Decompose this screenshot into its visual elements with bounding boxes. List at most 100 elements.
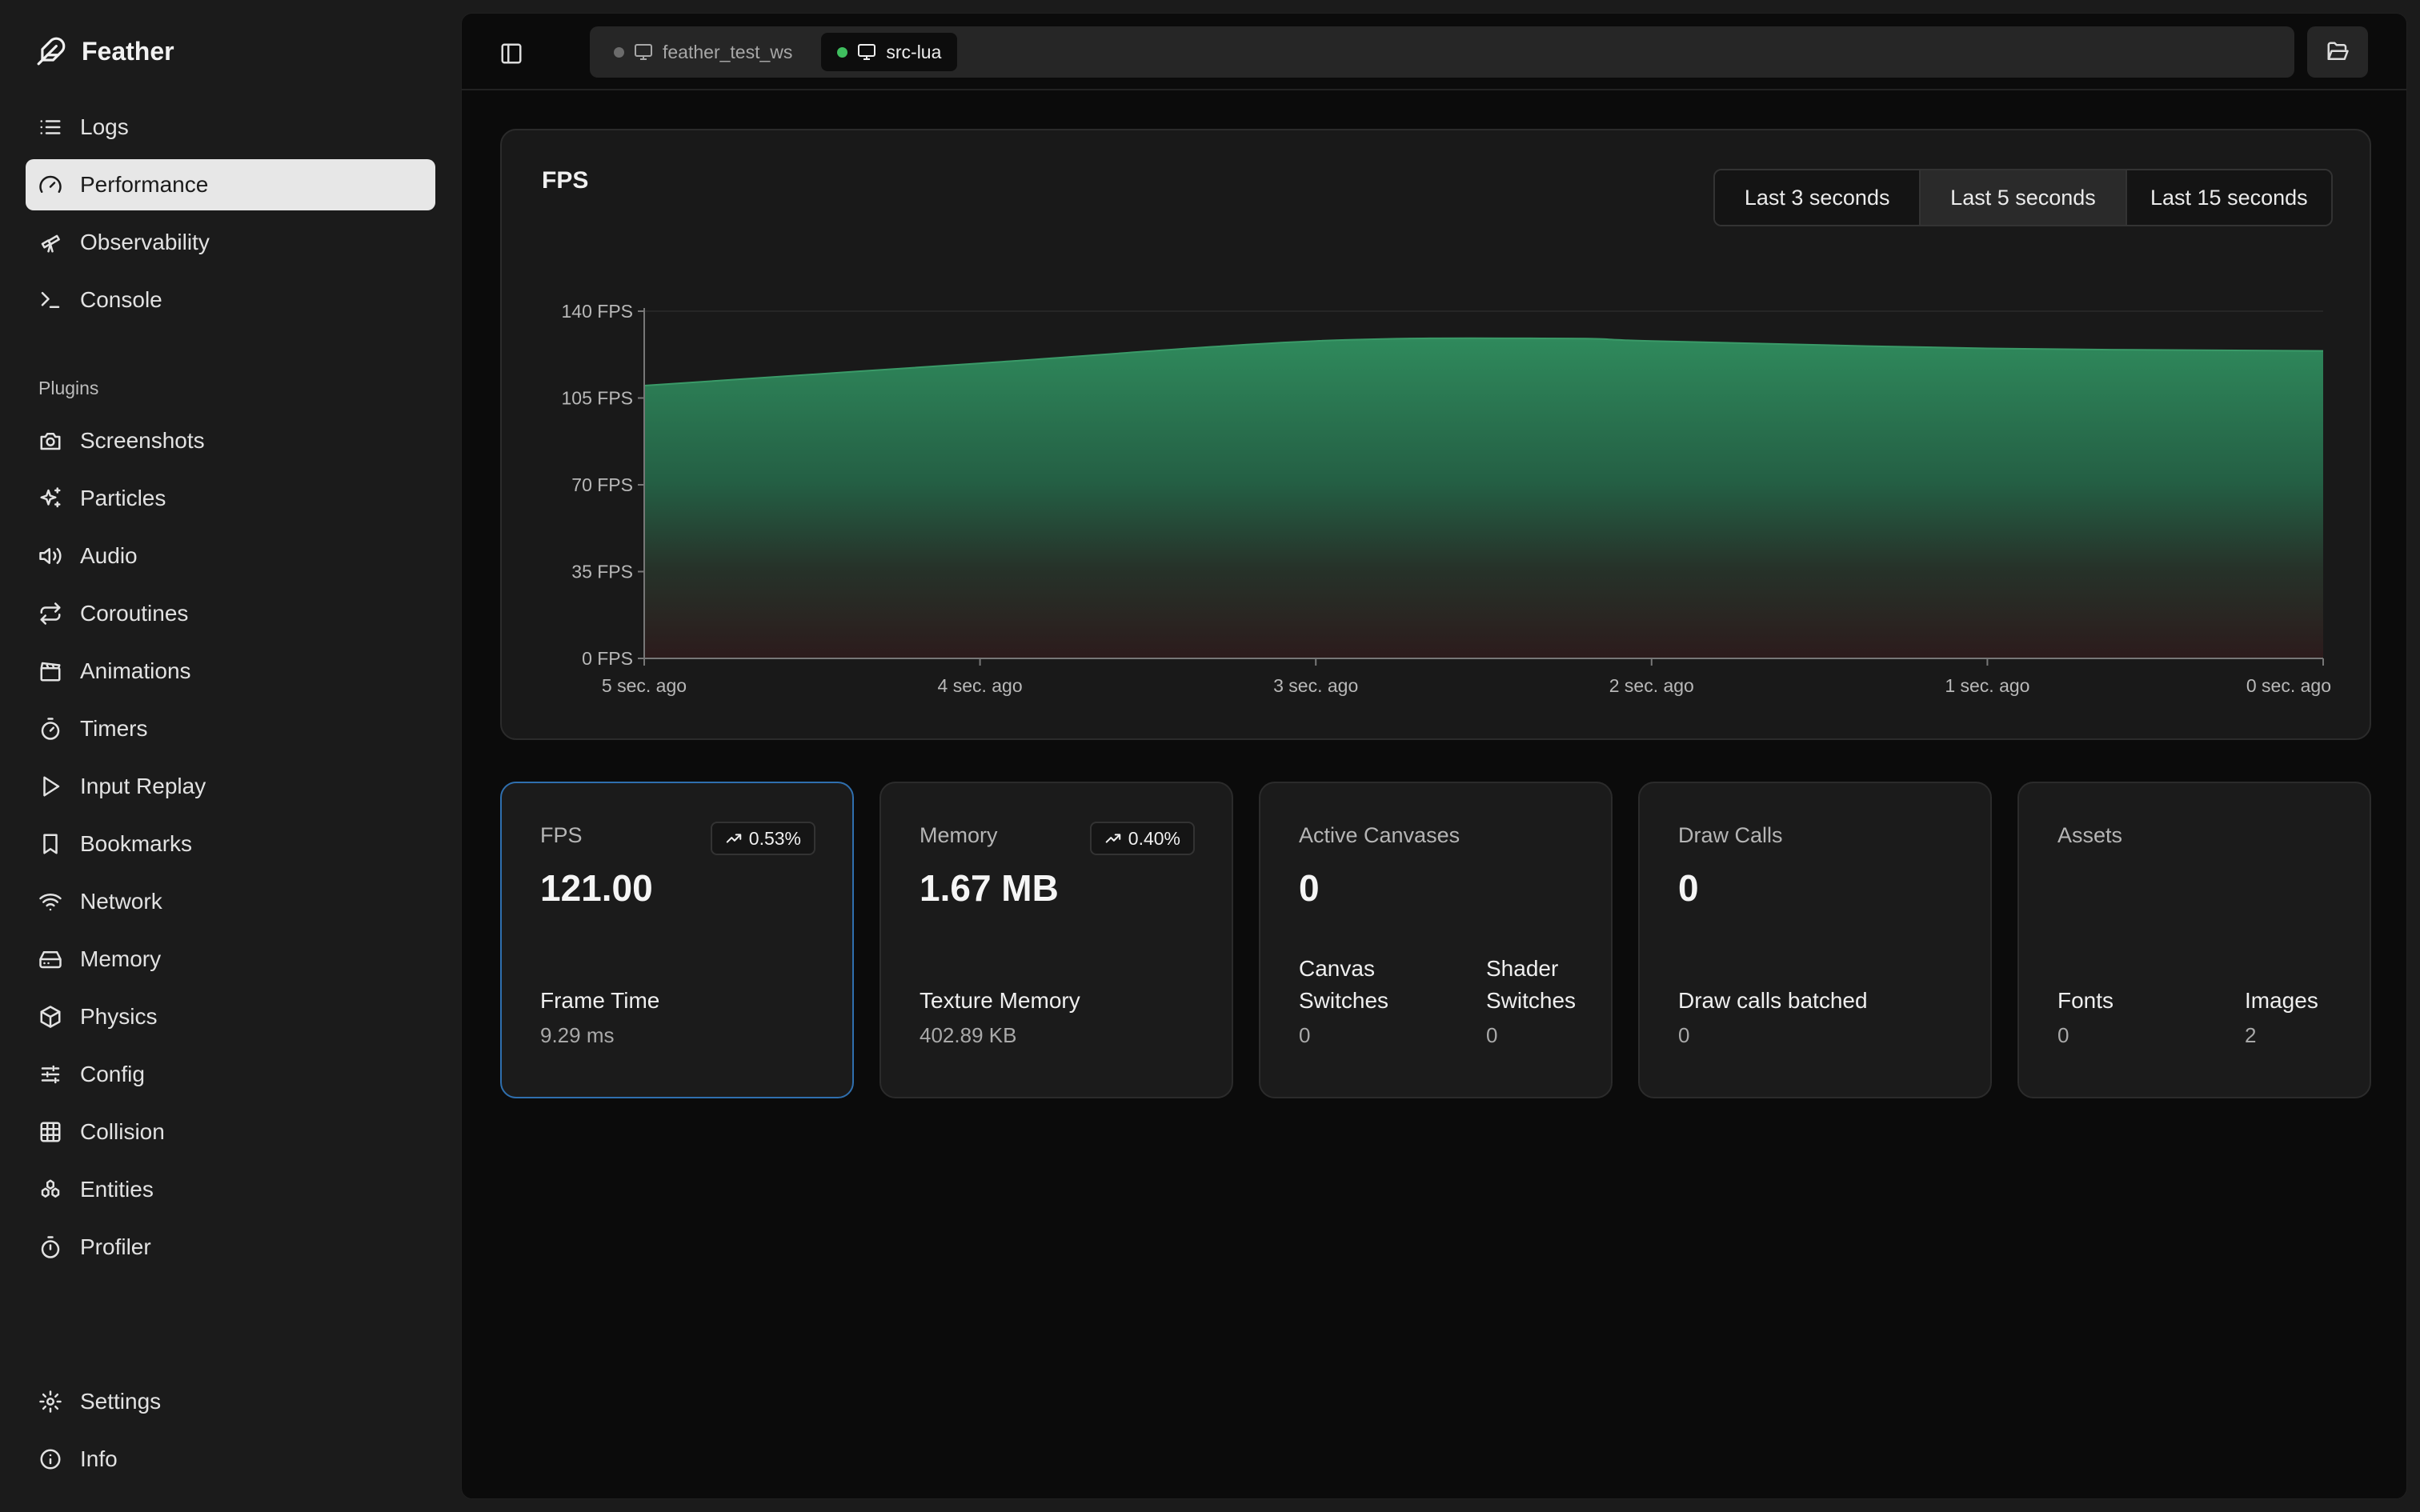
- feather-icon: [35, 35, 67, 67]
- nav-item-timers[interactable]: Timers: [26, 703, 435, 754]
- nav-item-physics[interactable]: Physics: [26, 991, 435, 1042]
- sub-metric: Frame Time 9.29 ms: [540, 985, 659, 1048]
- gear-icon: [37, 1388, 64, 1415]
- nav-item-logs[interactable]: Logs: [26, 102, 435, 153]
- monitor-icon: [635, 44, 652, 60]
- nav-item-memory[interactable]: Memory: [26, 934, 435, 985]
- nav-item-label: Performance: [80, 172, 209, 197]
- stat-card-fps[interactable]: FPS 0.53% 121.00 Frame Time 9.29 ms: [500, 782, 854, 1098]
- range-last-15-seconds[interactable]: Last 15 seconds: [2126, 170, 2331, 225]
- sliders-icon: [37, 1061, 64, 1088]
- nav-item-label: Coroutines: [80, 601, 189, 626]
- trend-badge: 0.53%: [710, 822, 815, 855]
- sub-metric: Shader Switches 0: [1486, 953, 1598, 1048]
- y-tick-label: 35 FPS: [571, 562, 633, 582]
- tab-feather-test-ws[interactable]: feather_test_ws: [598, 33, 808, 71]
- nav-item-screenshots[interactable]: Screenshots: [26, 415, 435, 466]
- hard-drive-icon: [37, 946, 64, 973]
- fps-chart: 0 FPS 35 FPS 70 FPS 105 FPS 140 FPS 5 sec. ag…: [562, 301, 2332, 696]
- x-tick-label: 1 sec. ago: [1945, 675, 2029, 696]
- sub-value: 9.29 ms: [540, 1023, 615, 1047]
- nav-item-observability[interactable]: Observability: [26, 217, 435, 268]
- fps-line: [643, 337, 2324, 386]
- nav-item-label: Particles: [80, 486, 166, 510]
- stat-value: 121.00: [540, 867, 653, 909]
- nav-item-settings[interactable]: Settings: [26, 1376, 435, 1427]
- x-tick-label: 3 sec. ago: [1273, 675, 1358, 696]
- nav-item-label: Network: [80, 889, 162, 914]
- cube-icon: [37, 1003, 64, 1030]
- sub-value: 2: [2245, 1023, 2257, 1047]
- stat-label: Assets: [2057, 823, 2123, 847]
- sub-value: 0: [1299, 1023, 1311, 1047]
- y-tick-label: 105 FPS: [562, 388, 634, 409]
- nav-item-audio[interactable]: Audio: [26, 530, 435, 582]
- terminal-icon: [37, 286, 64, 314]
- tab-src-lua[interactable]: src-lua: [821, 33, 958, 71]
- info-icon: [37, 1446, 64, 1473]
- session-tabs: feather_test_ws src-lua: [590, 26, 2294, 78]
- x-tick-label: 5 sec. ago: [602, 675, 687, 696]
- sub-metric: Texture Memory 402.89 KB: [920, 985, 1080, 1048]
- nav-item-animations[interactable]: Animations: [26, 646, 435, 697]
- folder-open-icon: [2327, 42, 2349, 60]
- plugins-section-label: Plugins: [38, 378, 99, 398]
- sub-value: 0: [1486, 1023, 1498, 1047]
- monitor-icon: [858, 44, 876, 60]
- range-last-3-seconds[interactable]: Last 3 seconds: [1715, 170, 1921, 225]
- status-dot: [614, 46, 624, 58]
- sub-value: 402.89 KB: [920, 1023, 1017, 1047]
- nav-item-coroutines[interactable]: Coroutines: [26, 588, 435, 639]
- stat-label: FPS: [540, 823, 583, 847]
- sub-label: Fonts: [2057, 988, 2114, 1013]
- nav-item-console[interactable]: Console: [26, 274, 435, 326]
- nav-item-profiler[interactable]: Profiler: [26, 1222, 435, 1273]
- trend-value: 0.40%: [1128, 827, 1180, 849]
- nav-item-entities[interactable]: Entities: [26, 1164, 435, 1215]
- stat-label: Memory: [920, 823, 998, 847]
- stat-card-assets[interactable]: Assets Fonts 0 Images 2: [2017, 782, 2371, 1098]
- stat-card-active-canvases[interactable]: Active Canvases 0 Canvas Switches 0 Shad…: [1259, 782, 1613, 1098]
- repeat-icon: [37, 600, 64, 627]
- chart-title: FPS: [542, 167, 589, 194]
- sidebar-toggle-button[interactable]: [494, 36, 529, 71]
- stat-value: 0: [1678, 867, 1699, 909]
- nav-item-label: Entities: [80, 1177, 154, 1202]
- nav-item-label: Console: [80, 287, 162, 312]
- stat-card-draw-calls[interactable]: Draw Calls 0 Draw calls batched 0: [1638, 782, 1992, 1098]
- trending-up-icon: [1105, 834, 1121, 843]
- app-name: Feather: [82, 36, 174, 66]
- x-tick-label: 2 sec. ago: [1609, 675, 1694, 696]
- nav-item-label: Collision: [80, 1119, 165, 1144]
- bookmark-icon: [37, 830, 64, 858]
- nav-item-network[interactable]: Network: [26, 876, 435, 927]
- sub-metric: Draw calls batched 0: [1678, 985, 1868, 1048]
- play-icon: [37, 773, 64, 800]
- open-folder-button[interactable]: [2307, 26, 2368, 78]
- sub-value: 0: [1678, 1023, 1690, 1047]
- sidebar: Feather Logs Performance Observability C…: [0, 0, 461, 1512]
- timer-icon: [37, 715, 64, 742]
- sub-label: Images: [2245, 988, 2318, 1013]
- brand: Feather: [35, 32, 174, 70]
- nav-item-config[interactable]: Config: [26, 1049, 435, 1100]
- nav-item-label: Animations: [80, 658, 191, 683]
- nav-item-label: Logs: [80, 114, 129, 139]
- camera-icon: [37, 427, 64, 454]
- tab-label: src-lua: [886, 41, 942, 62]
- nav-item-particles[interactable]: Particles: [26, 473, 435, 524]
- x-tick-label: 4 sec. ago: [938, 675, 1023, 696]
- nav-item-label: Info: [80, 1446, 118, 1471]
- range-last-5-seconds[interactable]: Last 5 seconds: [1921, 170, 2127, 225]
- time-range-selector: Last 3 seconds Last 5 seconds Last 15 se…: [1713, 169, 2333, 226]
- nav-item-collision[interactable]: Collision: [26, 1106, 435, 1158]
- nav-item-label: Memory: [80, 946, 162, 971]
- trending-up-icon: [726, 834, 742, 843]
- sub-label: Canvas Switches: [1299, 956, 1389, 1013]
- nav-item-info[interactable]: Info: [26, 1434, 435, 1485]
- y-tick-label: 70 FPS: [571, 474, 633, 495]
- stat-card-memory[interactable]: Memory 0.40% 1.67 MB Texture Memory 402.…: [879, 782, 1233, 1098]
- nav-item-performance[interactable]: Performance: [26, 159, 435, 210]
- nav-item-input-replay[interactable]: Input Replay: [26, 761, 435, 812]
- nav-item-bookmarks[interactable]: Bookmarks: [26, 818, 435, 870]
